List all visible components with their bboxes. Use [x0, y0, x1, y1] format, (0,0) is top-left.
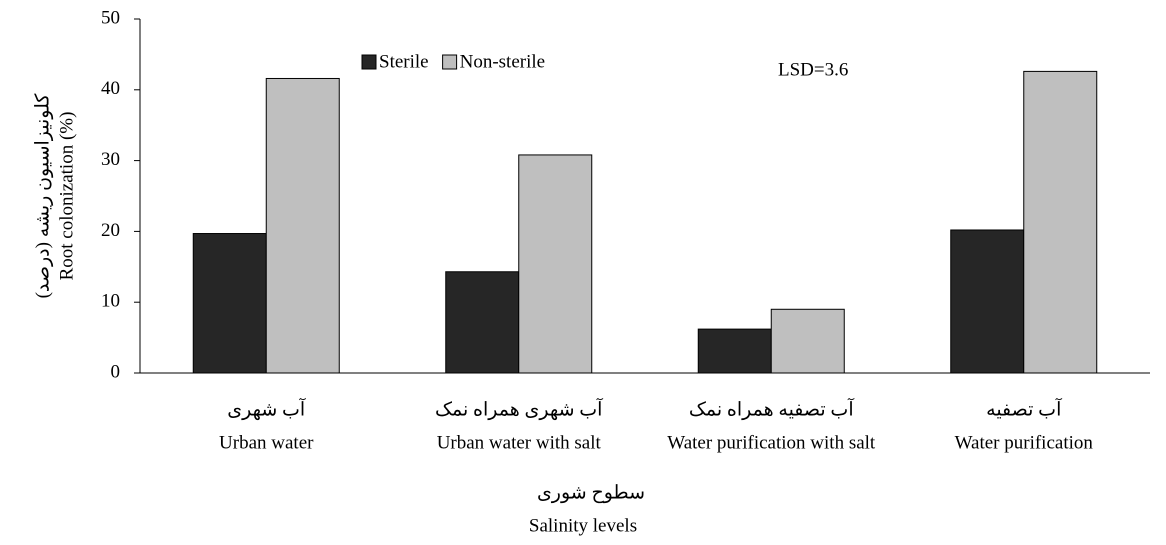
- y-tick-label: 50: [101, 7, 120, 28]
- bar: [192, 233, 267, 374]
- x-axis-title-fa: سطوح شوری: [537, 482, 645, 503]
- x-tick-label-fa: آب شهری همراه نمک: [435, 397, 603, 420]
- bar: [770, 308, 845, 374]
- y-axis-title-fa: کلونیزاسیون ریشه (درصد): [32, 93, 53, 299]
- y-tick-label: 10: [101, 291, 120, 312]
- legend-swatch: [442, 54, 458, 70]
- y-tick-label: 20: [101, 220, 120, 241]
- legend-label: Non-sterile: [460, 51, 545, 72]
- x-tick-label-fa: آب تصفیه همراه نمک: [689, 397, 854, 420]
- x-tick-label: Water purification: [955, 432, 1094, 453]
- x-axis-title: Salinity levels: [529, 515, 637, 536]
- y-axis-title: Root colonization (%): [56, 112, 77, 281]
- legend-label: Sterile: [379, 51, 429, 72]
- annotation: LSD=3.6: [778, 59, 848, 80]
- y-tick-label: 0: [111, 361, 121, 382]
- bar: [518, 154, 593, 374]
- bar: [445, 271, 520, 374]
- bar: [1023, 70, 1098, 374]
- x-tick-label: Urban water: [219, 432, 314, 453]
- bar: [265, 77, 340, 374]
- x-tick-label: Urban water with salt: [437, 432, 602, 453]
- bar: [697, 328, 772, 374]
- x-tick-label: Water purification with salt: [667, 432, 876, 453]
- bar: [950, 229, 1025, 374]
- y-tick-label: 30: [101, 149, 120, 170]
- x-tick-label-fa: آب تصفیه: [986, 397, 1062, 420]
- y-tick-label: 40: [101, 78, 120, 99]
- x-tick-label-fa: آب شهری: [227, 397, 306, 420]
- legend-swatch: [361, 54, 377, 70]
